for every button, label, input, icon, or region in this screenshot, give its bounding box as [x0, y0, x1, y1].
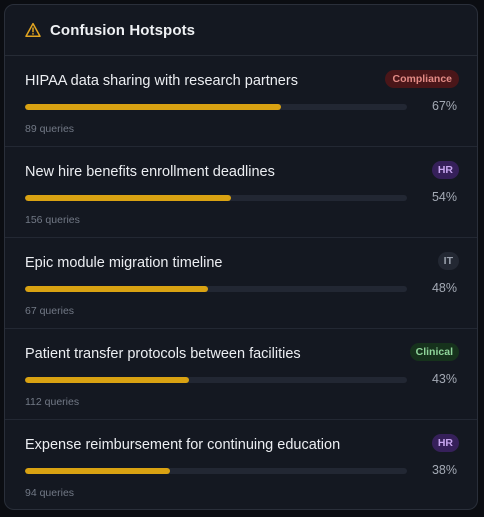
category-badge: Clinical — [409, 343, 459, 361]
query-count: 67 queries — [25, 305, 75, 317]
confusion-percent: 38% — [431, 463, 457, 477]
hotspot-item[interactable]: Patient transfer protocols between facil… — [5, 329, 477, 420]
query-count: 112 queries — [25, 396, 80, 408]
category-badge: HR — [431, 161, 459, 179]
query-count: 89 queries — [25, 123, 75, 135]
hotspot-item[interactable]: New hire benefits enrollment deadlines H… — [5, 147, 477, 238]
hotspot-title: HIPAA data sharing with research partner… — [25, 73, 298, 89]
progress-bar-fill — [25, 468, 171, 474]
category-badge: IT — [437, 252, 459, 270]
category-badge: Compliance — [385, 70, 459, 88]
card-title: Confusion Hotspots — [50, 21, 196, 39]
query-count: 156 queries — [25, 214, 80, 226]
progress-bar-track — [25, 104, 407, 110]
hotspot-title: Epic module migration timeline — [25, 255, 223, 271]
progress-bar-track — [25, 286, 407, 292]
hotspot-item[interactable]: Epic module migration timeline IT 48% 67… — [5, 238, 477, 329]
progress-bar-track — [25, 195, 407, 201]
query-count: 94 queries — [25, 487, 75, 499]
progress-bar-track — [25, 377, 407, 383]
confusion-hotspots-card: Confusion Hotspots HIPAA data sharing wi… — [4, 4, 478, 510]
progress-bar-track — [25, 468, 407, 474]
progress-bar-fill — [25, 286, 209, 292]
hotspot-list: HIPAA data sharing with research partner… — [5, 56, 477, 509]
confusion-percent: 54% — [431, 190, 457, 204]
confusion-percent: 67% — [431, 99, 457, 113]
hotspot-title: Expense reimbursement for continuing edu… — [25, 437, 341, 453]
hotspot-item[interactable]: Expense reimbursement for continuing edu… — [5, 420, 477, 509]
card-header: Confusion Hotspots — [5, 5, 477, 56]
warning-triangle-icon — [25, 22, 41, 38]
confusion-percent: 43% — [431, 372, 457, 386]
confusion-percent: 48% — [431, 281, 457, 295]
hotspot-title: New hire benefits enrollment deadlines — [25, 164, 275, 180]
progress-bar-fill — [25, 104, 281, 110]
category-badge: HR — [431, 434, 459, 452]
progress-bar-fill — [25, 195, 232, 201]
hotspot-item[interactable]: HIPAA data sharing with research partner… — [5, 56, 477, 147]
hotspot-title: Patient transfer protocols between facil… — [25, 346, 301, 362]
progress-bar-fill — [25, 377, 190, 383]
